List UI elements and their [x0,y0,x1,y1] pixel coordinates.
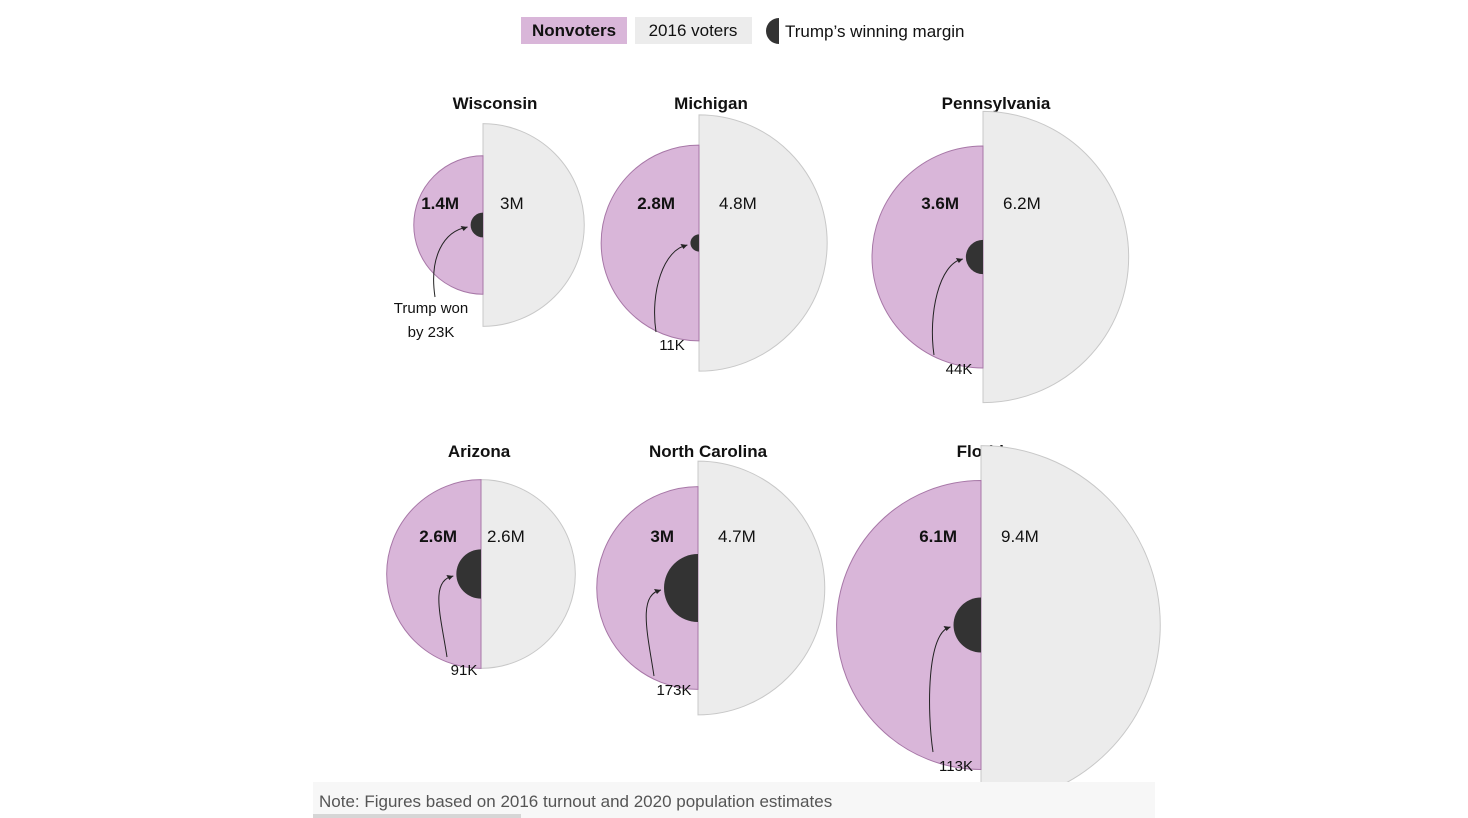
legend: Nonvoters 2016 voters Trump’s winning marg… [521,17,965,44]
voters-half-circle [480,479,576,669]
annotation-leader-line [931,258,963,356]
voters-value-label: 9.4M [1001,527,1039,546]
annotation-arrowhead [446,575,454,580]
annotation-arrowhead [680,244,688,249]
annotation-arrowhead [460,226,468,231]
state-title: North Carolina [649,442,768,461]
state-pennsylvania: Pennsylvania 3.6M 6.2M 44K [871,94,1130,404]
legend-nonvoters-label: Nonvoters [532,21,616,40]
annotation-label: 44K [946,361,973,378]
nonvoters-half-circle [871,145,984,369]
legend-voters-label: 2016 voters [649,21,738,40]
margin-half-dot [690,234,699,252]
legend-margin-label: Trump’s winning margin [785,22,965,41]
legend-voters-swatch [635,17,752,44]
annotation-arrowhead [654,589,661,594]
nonvoters-value-label: 1.4M [421,194,459,213]
voters-value-label: 2.6M [487,527,525,546]
annotation-leader-line [433,226,468,298]
margin-half-dot [470,212,483,238]
voters-value-label: 4.8M [719,194,757,213]
annotation-label: 113K [939,758,973,775]
annotation-arrowhead [955,258,963,263]
legend-nonvoters-swatch [521,17,627,44]
annotation-label: 91K [451,662,478,679]
annotation-leader-line [654,244,688,333]
voters-half-circle [697,460,826,716]
nonvoters-value-label: 2.6M [419,527,457,546]
horizontal-scrollbar[interactable] [313,814,521,818]
annotation-label: 11K [659,337,685,354]
voters-value-label: 6.2M [1003,194,1041,213]
nonvoters-half-circle [600,144,700,342]
margin-half-dot [664,554,698,622]
state-title: Michigan [674,94,748,113]
voters-half-circle [982,110,1130,404]
voters-half-circle [980,445,1161,805]
annotation-label: Trump won [394,300,468,317]
state-title: Wisconsin [453,94,538,113]
state-north-carolina: North Carolina 3M 4.7M 173K [596,442,826,716]
annotation-arrowhead [943,626,951,631]
note-text: Note: Figures based on 2016 turnout and … [319,792,833,811]
nonvoters-half-circle [596,486,699,690]
voters-value-label: 4.7M [718,527,756,546]
state-wisconsin: Wisconsin 1.4M 3M Trump won by 23K [394,94,585,341]
margin-half-dot [456,549,481,599]
voters-half-circle [698,114,828,372]
nonvoters-value-label: 2.8M [637,194,675,213]
state-title: Arizona [448,442,511,461]
annotation-label: by 23K [408,324,455,341]
voters-half-circle [482,123,585,327]
annotation-leader-line [645,589,662,677]
nonvoters-half-circle [413,155,484,295]
annotation-leader-line [929,626,951,753]
legend-margin-icon [766,18,779,44]
nonvoters-half-circle [386,479,482,669]
nonvoters-value-label: 6.1M [919,527,957,546]
nonvoters-value-label: 3M [650,527,674,546]
nonvoters-half-circle [836,480,982,770]
note-bar: Note: Figures based on 2016 turnout and … [313,782,1155,818]
margin-half-dot [965,239,983,275]
margin-half-dot [953,597,981,653]
voters-value-label: 3M [500,194,524,213]
state-arizona: Arizona 2.6M 2.6M 91K [386,442,576,679]
nonvoters-value-label: 3.6M [921,194,959,213]
annotation-label: 173K [656,682,691,699]
state-michigan: Michigan 2.8M 4.8M 11K [600,94,828,372]
annotation-leader-line [438,575,454,658]
state-title: Pennsylvania [942,94,1051,113]
